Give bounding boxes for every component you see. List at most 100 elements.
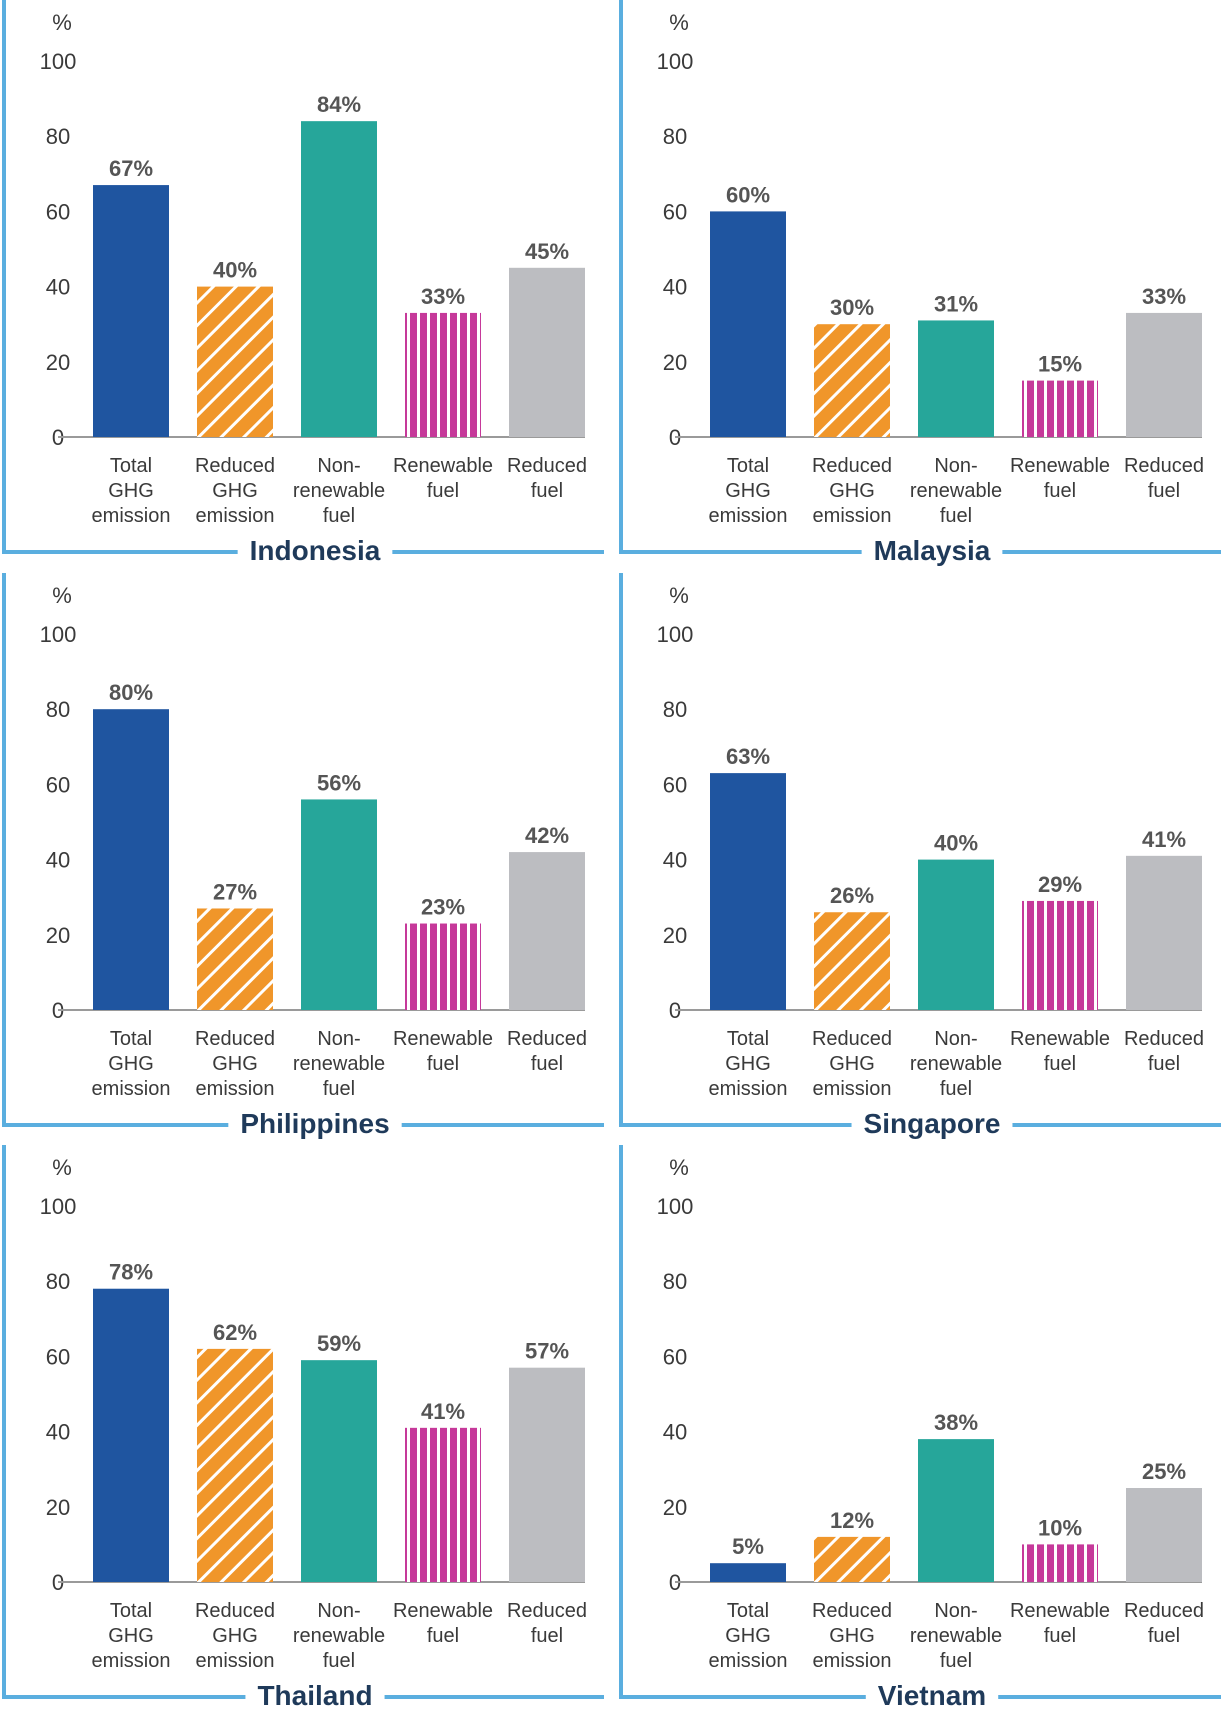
bar-value-label: 41% [421, 1399, 465, 1424]
y-unit-label: % [52, 583, 72, 608]
y-tick-label: 20 [663, 923, 687, 948]
y-tick-label: 20 [46, 1495, 70, 1520]
bar-value-label: 26% [830, 883, 874, 908]
chart-panel-malaysia: % 0 20 40 60 80 100 60% Total GHG emission 30% Reduc… [617, 0, 1227, 575]
y-tick-label: 100 [40, 1194, 77, 1219]
bar-value-label: 62% [213, 1320, 257, 1345]
bar [1022, 1544, 1098, 1582]
bar-value-label: 84% [317, 92, 361, 117]
y-tick-label: 60 [663, 772, 687, 797]
y-tick-label: 40 [46, 848, 70, 873]
chart-panel-philippines: % 0 20 40 60 80 100 80% Total GHG emission 27% Reduc… [0, 573, 610, 1148]
bar-value-label: 60% [726, 182, 770, 207]
chart-title: Thailand [257, 1680, 372, 1711]
bar-value-label: 5% [732, 1534, 764, 1559]
bar [918, 859, 994, 1010]
bar [301, 1360, 377, 1582]
x-category-label: Reduced GHG emission [195, 1028, 275, 1100]
x-category-label: Non-renewable fuel [910, 455, 1002, 527]
bar-value-label: 42% [525, 823, 569, 848]
x-category-label: Non-renewable fuel [293, 1600, 385, 1672]
x-category-label: Reduced GHG emission [812, 1600, 892, 1672]
y-unit-label: % [669, 583, 689, 608]
bar-value-label: 57% [525, 1339, 569, 1364]
y-tick-label: 40 [663, 848, 687, 873]
x-category-label: Non-renewable fuel [910, 1028, 1002, 1100]
x-category-label: Renewable fuel [1010, 455, 1110, 502]
x-category-label: Renewable fuel [1010, 1600, 1110, 1647]
y-tick-label: 80 [46, 124, 70, 149]
x-category-label: Reduced GHG emission [812, 1028, 892, 1100]
bar-value-label: 15% [1038, 352, 1082, 377]
chart-panel-indonesia: % 0 20 40 60 80 100 67% Total GHG emission 40% Reduc… [0, 0, 610, 575]
bar-value-label: 80% [109, 680, 153, 705]
bar [710, 773, 786, 1010]
y-tick-label: 40 [46, 1420, 70, 1445]
bar-value-label: 23% [421, 895, 465, 920]
chart-title: Philippines [240, 1108, 389, 1139]
x-category-label: Total GHG emission [92, 455, 171, 527]
y-tick-label: 20 [663, 1495, 687, 1520]
y-tick-label: 60 [46, 1344, 70, 1369]
bar [301, 799, 377, 1010]
x-category-label: Reduced fuel [1124, 1028, 1204, 1075]
x-category-label: Renewable fuel [393, 1600, 493, 1647]
bar [918, 320, 994, 437]
bar [301, 121, 377, 437]
bar [814, 324, 890, 437]
chart-panel-vietnam: % 0 20 40 60 80 100 5% Total GHG emission 12% Reduce… [617, 1145, 1227, 1720]
bar-value-label: 29% [1038, 872, 1082, 897]
y-tick-label: 100 [657, 622, 694, 647]
bar [509, 267, 585, 437]
x-category-label: Reduced GHG emission [195, 1600, 275, 1672]
chart-panel-thailand: % 0 20 40 60 80 100 78% Total GHG emission 62% Reduc… [0, 1145, 610, 1720]
chart-title: Malaysia [874, 535, 991, 566]
x-category-label: Total GHG emission [709, 1028, 788, 1100]
bar [509, 852, 585, 1010]
chart-panel-singapore: % 0 20 40 60 80 100 63% Total GHG emission 26% Reduc… [617, 573, 1227, 1148]
y-tick-label: 100 [657, 1194, 694, 1219]
bar [93, 1288, 169, 1582]
x-category-label: Non-renewable fuel [293, 1028, 385, 1100]
bar-value-label: 78% [109, 1260, 153, 1285]
y-tick-label: 40 [46, 275, 70, 300]
x-category-label: Reduced GHG emission [195, 455, 275, 527]
x-category-label: Reduced fuel [507, 1600, 587, 1647]
y-tick-label: 80 [46, 1269, 70, 1294]
y-unit-label: % [52, 1155, 72, 1180]
x-category-label: Non-renewable fuel [910, 1600, 1002, 1672]
x-category-label: Non-renewable fuel [293, 455, 385, 527]
bar [197, 908, 273, 1010]
bar-value-label: 10% [1038, 1515, 1082, 1540]
bar-value-label: 33% [421, 284, 465, 309]
x-category-label: Total GHG emission [709, 1600, 788, 1672]
y-tick-label: 40 [663, 275, 687, 300]
y-unit-label: % [669, 1155, 689, 1180]
bar [814, 912, 890, 1010]
y-tick-label: 80 [663, 124, 687, 149]
bar-value-label: 12% [830, 1508, 874, 1533]
y-tick-label: 80 [663, 1269, 687, 1294]
x-category-label: Renewable fuel [1010, 1028, 1110, 1075]
y-tick-label: 80 [663, 697, 687, 722]
x-category-label: Total GHG emission [709, 455, 788, 527]
bar-value-label: 56% [317, 770, 361, 795]
bar-value-label: 40% [213, 258, 257, 283]
bar [405, 923, 481, 1010]
x-category-label: Renewable fuel [393, 455, 493, 502]
bar [509, 1367, 585, 1582]
chart-title: Vietnam [878, 1680, 986, 1711]
bar [1022, 380, 1098, 437]
bar-value-label: 59% [317, 1331, 361, 1356]
bar [93, 185, 169, 437]
x-category-label: Total GHG emission [92, 1028, 171, 1100]
y-tick-label: 100 [40, 49, 77, 74]
y-unit-label: % [669, 10, 689, 35]
bar-value-label: 25% [1142, 1459, 1186, 1484]
